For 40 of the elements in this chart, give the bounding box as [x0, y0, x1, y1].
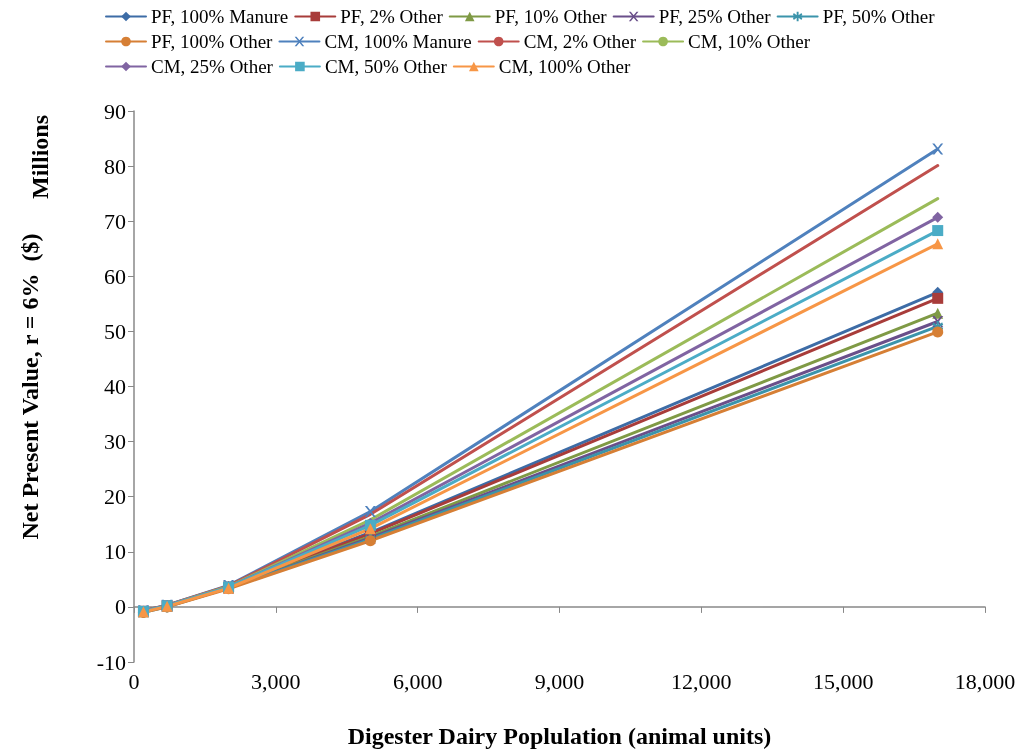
y-axis-title: Net Present Value, r = 6% ($): [17, 233, 43, 540]
y-tick-label: 70: [104, 208, 126, 234]
y-tick-label: 10: [104, 539, 126, 565]
x-axis-title: Digester Dairy Poplulation (animal units): [347, 723, 772, 749]
legend-label: PF, 100% Other: [151, 31, 274, 52]
y-tick-label: 40: [104, 374, 126, 399]
x-tick-label: 6,000: [392, 668, 443, 694]
y-tick-label: 20: [104, 484, 126, 510]
x-tick-label: 15,000: [812, 668, 874, 694]
x-tick-label: 18,000: [954, 668, 1016, 694]
legend-label: PF, 25% Other: [658, 6, 772, 27]
point: [932, 292, 944, 304]
point: [932, 238, 944, 250]
point: [932, 211, 944, 223]
x-tick-label: 12,000: [671, 668, 732, 694]
point: [932, 225, 944, 237]
legend-label: CM, 100% Manure: [324, 31, 472, 52]
text: Millions: [27, 115, 53, 200]
point: [364, 506, 376, 518]
x-tick-label: 3,000: [251, 668, 301, 694]
point: [932, 143, 944, 155]
x-tick-label: 9,000: [534, 668, 585, 694]
point: [364, 523, 376, 535]
legend-label: PF, 10% Other: [494, 6, 608, 27]
legend-label: CM, 50% Other: [324, 56, 448, 77]
legend-label: CM, 25% Other: [151, 56, 274, 77]
y-tick-label: 60: [104, 263, 126, 289]
legend-label: CM, 2% Other: [523, 31, 637, 52]
y-tick-label: 90: [104, 98, 126, 124]
legend-label: PF, 50% Other: [822, 6, 936, 27]
legend-label: CM, 10% Other: [688, 31, 811, 52]
y-tick-label: 0: [115, 594, 126, 620]
legend-label: PF, 2% Other: [340, 6, 444, 27]
y-tick-label: -10: [96, 649, 126, 675]
legend-label: PF, 100% Manure: [151, 6, 289, 27]
legend-label: CM, 100% Other: [498, 56, 631, 77]
y-tick-label: 50: [104, 318, 126, 344]
y-tick-label: 80: [104, 153, 126, 179]
y-tick-label: 30: [104, 429, 126, 455]
point: [932, 326, 944, 338]
